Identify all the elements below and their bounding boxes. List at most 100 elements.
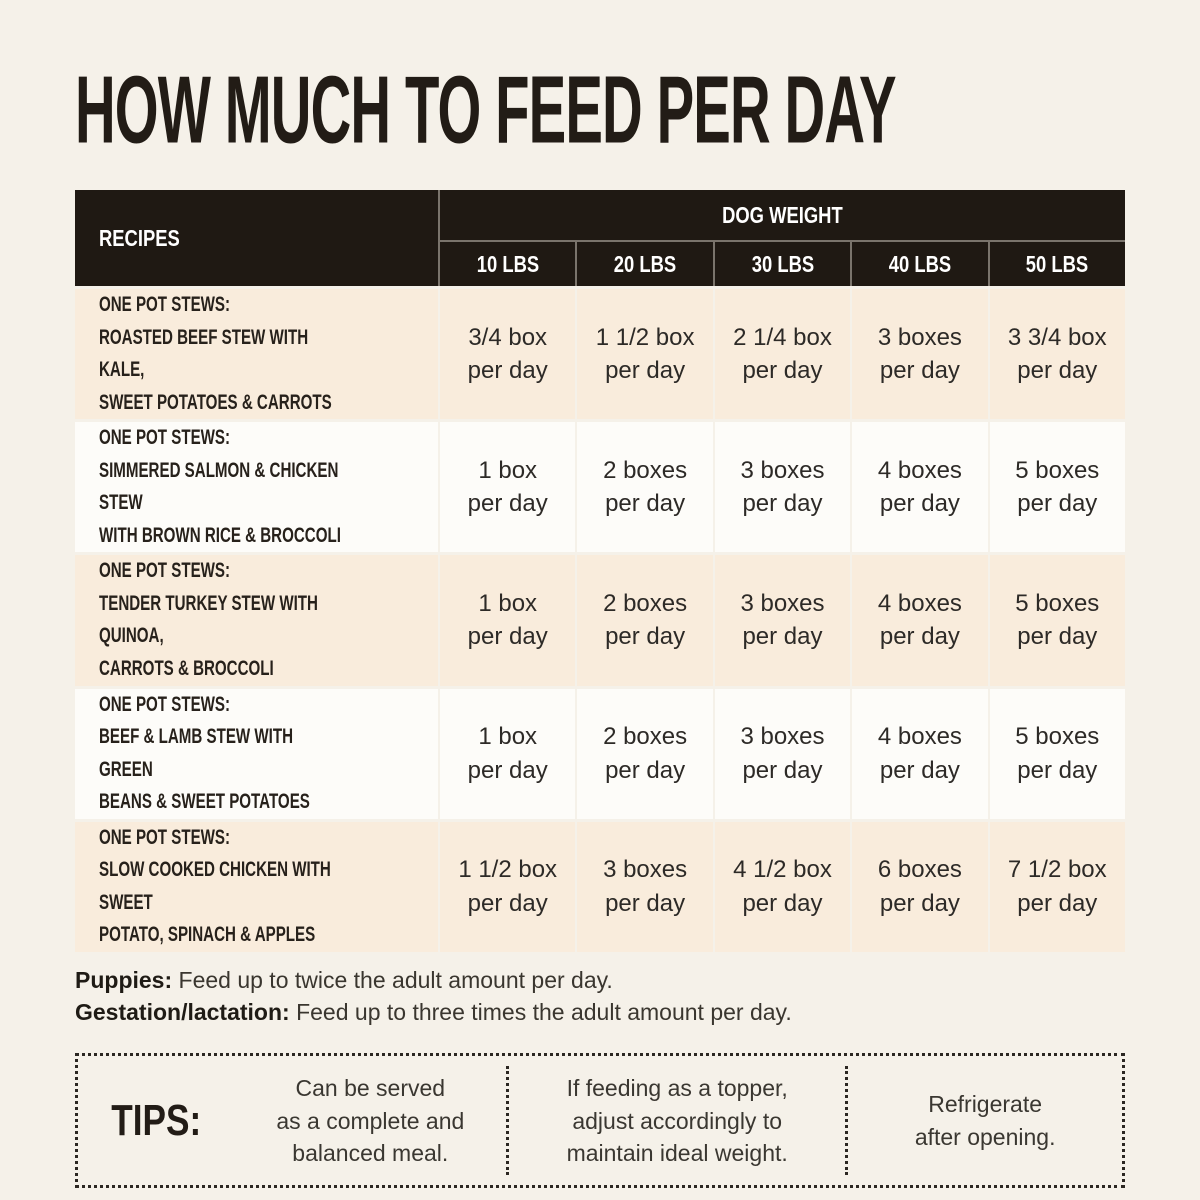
value-cell: 3 3/4 box per day	[989, 289, 1125, 420]
note-puppies-text: Feed up to twice the adult amount per da…	[178, 966, 613, 993]
note-gestation-text: Feed up to three times the adult amount …	[296, 998, 792, 1025]
recipe-cell: ONE POT STEWS: ROASTED BEEF STEW WITH KA…	[75, 289, 438, 420]
weight-header-50lbs-label: 50 LBS	[1026, 250, 1089, 277]
recipe-name: ONE POT STEWS: ROASTED BEEF STEW WITH KA…	[99, 293, 332, 414]
note-puppies: Puppies: Feed up to twice the adult amou…	[75, 965, 1125, 997]
table-header: RECIPES DOG WEIGHT 10 LBS 20 LBS 30 LBS …	[75, 190, 1125, 286]
table-row: ONE POT STEWS: SLOW COOKED CHICKEN WITH …	[75, 821, 1125, 952]
feeding-value: 1 1/2 box per day	[595, 323, 695, 385]
table-body: ONE POT STEWS: ROASTED BEEF STEW WITH KA…	[75, 289, 1125, 952]
feeding-value: 6 boxes per day	[877, 856, 962, 917]
recipe-name: ONE POT STEWS: TENDER TURKEY STEW WITH Q…	[99, 559, 318, 681]
tip-topper-adjust: If feeding as a topper, adjust according…	[506, 1066, 845, 1176]
note-gestation-label: Gestation/lactation:	[75, 998, 290, 1025]
value-cell: 2 boxes per day	[577, 688, 713, 819]
value-cell: 3/4 box per day	[440, 289, 576, 420]
recipes-header-cell: RECIPES	[75, 190, 438, 286]
value-cell: 4 boxes per day	[852, 422, 988, 553]
value-cell: 4 boxes per day	[852, 555, 988, 686]
weight-header-10lbs: 10 LBS	[440, 242, 576, 286]
feeding-value: 4 boxes per day	[877, 456, 962, 518]
value-cell: 2 1/4 box per day	[714, 289, 851, 420]
recipe-cell: ONE POT STEWS: SLOW COOKED CHICKEN WITH …	[75, 821, 438, 952]
note-gestation: Gestation/lactation: Feed up to three ti…	[75, 997, 1125, 1029]
value-cell: 5 boxes per day	[989, 422, 1125, 553]
recipe-cell: ONE POT STEWS: SIMMERED SALMON & CHICKEN…	[75, 422, 438, 553]
value-cell: 1 1/2 box per day	[577, 289, 713, 420]
feeding-value: 7 1/2 box per day	[1007, 856, 1107, 917]
feeding-value: 3 boxes per day	[740, 589, 825, 651]
weight-header-30lbs: 30 LBS	[714, 242, 851, 286]
dog-weight-header-label: DOG WEIGHT	[722, 201, 843, 228]
feeding-value: 3 3/4 box per day	[1007, 323, 1107, 385]
value-cell: 3 boxes per day	[852, 289, 988, 420]
value-cell: 5 boxes per day	[989, 688, 1125, 819]
page-title: HOW MUCH TO FEED PER DAY	[75, 55, 897, 164]
feeding-value: 5 boxes per day	[1015, 456, 1100, 518]
feeding-value: 5 boxes per day	[1015, 589, 1100, 651]
feeding-value: 2 boxes per day	[603, 589, 688, 651]
feeding-table: RECIPES DOG WEIGHT 10 LBS 20 LBS 30 LBS …	[75, 190, 1125, 952]
value-cell: 7 1/2 box per day	[989, 821, 1125, 952]
tips-label: TIPS:	[111, 1095, 202, 1145]
feeding-value: 3 boxes per day	[603, 856, 688, 917]
value-cell: 2 boxes per day	[577, 555, 713, 686]
footnotes: Puppies: Feed up to twice the adult amou…	[75, 965, 1125, 1028]
weight-header-40lbs-label: 40 LBS	[888, 250, 952, 277]
feeding-value: 5 boxes per day	[1015, 723, 1100, 784]
value-cell: 1 box per day	[440, 422, 576, 553]
value-cell: 1 box per day	[440, 688, 576, 819]
recipe-cell: ONE POT STEWS: TENDER TURKEY STEW WITH Q…	[75, 555, 438, 686]
table-row: ONE POT STEWS: SIMMERED SALMON & CHICKEN…	[75, 422, 1125, 553]
feeding-value: 1 box per day	[467, 723, 548, 784]
note-puppies-label: Puppies:	[75, 966, 173, 993]
weight-header-40lbs: 40 LBS	[852, 242, 988, 286]
value-cell: 6 boxes per day	[852, 821, 988, 952]
feeding-value: 2 boxes per day	[603, 456, 688, 518]
table-row: ONE POT STEWS: BEEF & LAMB STEW WITH GRE…	[75, 688, 1125, 819]
value-cell: 3 boxes per day	[714, 688, 851, 819]
value-cell: 3 boxes per day	[714, 555, 851, 686]
weight-header-50lbs: 50 LBS	[989, 242, 1125, 286]
tips-label-cell: TIPS:	[78, 1066, 235, 1175]
feeding-value: 3/4 box per day	[467, 323, 548, 385]
value-cell: 4 1/2 box per day	[714, 821, 851, 952]
feeding-value: 1 box per day	[467, 589, 548, 651]
recipe-name: ONE POT STEWS: SLOW COOKED CHICKEN WITH …	[99, 825, 331, 947]
feeding-value: 3 boxes per day	[740, 723, 825, 784]
weight-header-10lbs-label: 10 LBS	[476, 250, 539, 277]
dog-weight-header-cell: DOG WEIGHT	[440, 190, 1125, 240]
tips-box: TIPS: Can be served as a complete and ba…	[75, 1053, 1125, 1189]
weight-header-30lbs-label: 30 LBS	[751, 250, 814, 277]
dog-weight-header-group: DOG WEIGHT 10 LBS 20 LBS 30 LBS 40 LBS 5…	[440, 190, 1125, 286]
value-cell: 2 boxes per day	[577, 422, 713, 553]
feeding-value: 4 boxes per day	[877, 589, 962, 651]
feeding-value: 4 1/2 box per day	[733, 856, 832, 917]
tip-complete-meal: Can be served as a complete and balanced…	[276, 1074, 465, 1167]
feeding-value: 1 1/2 box per day	[458, 856, 558, 917]
feeding-value: 1 box per day	[467, 456, 548, 518]
table-row: ONE POT STEWS: TENDER TURKEY STEW WITH Q…	[75, 555, 1125, 686]
recipe-name: ONE POT STEWS: BEEF & LAMB STEW WITH GRE…	[99, 692, 310, 814]
feeding-value: 3 boxes per day	[877, 323, 962, 385]
weight-columns-row: 10 LBS 20 LBS 30 LBS 40 LBS 50 LBS	[440, 242, 1125, 286]
recipes-header-label: RECIPES	[99, 224, 180, 251]
weight-header-20lbs-label: 20 LBS	[613, 250, 677, 277]
tip-refrigerate: Refrigerate after opening.	[845, 1066, 1122, 1176]
feeding-value: 3 boxes per day	[740, 456, 825, 518]
value-cell: 1 1/2 box per day	[440, 821, 576, 952]
feeding-value: 2 1/4 box per day	[733, 323, 832, 385]
value-cell: 5 boxes per day	[989, 555, 1125, 686]
recipe-cell: ONE POT STEWS: BEEF & LAMB STEW WITH GRE…	[75, 688, 438, 819]
value-cell: 3 boxes per day	[714, 422, 851, 553]
weight-header-20lbs: 20 LBS	[577, 242, 713, 286]
feeding-value: 2 boxes per day	[603, 723, 688, 784]
value-cell: 3 boxes per day	[577, 821, 713, 952]
feeding-value: 4 boxes per day	[877, 723, 962, 784]
value-cell: 1 box per day	[440, 555, 576, 686]
title-section: HOW MUCH TO FEED PER DAY	[75, 0, 1125, 159]
recipe-name: ONE POT STEWS: SIMMERED SALMON & CHICKEN…	[99, 426, 341, 547]
value-cell: 4 boxes per day	[852, 688, 988, 819]
table-row: ONE POT STEWS: ROASTED BEEF STEW WITH KA…	[75, 289, 1125, 420]
